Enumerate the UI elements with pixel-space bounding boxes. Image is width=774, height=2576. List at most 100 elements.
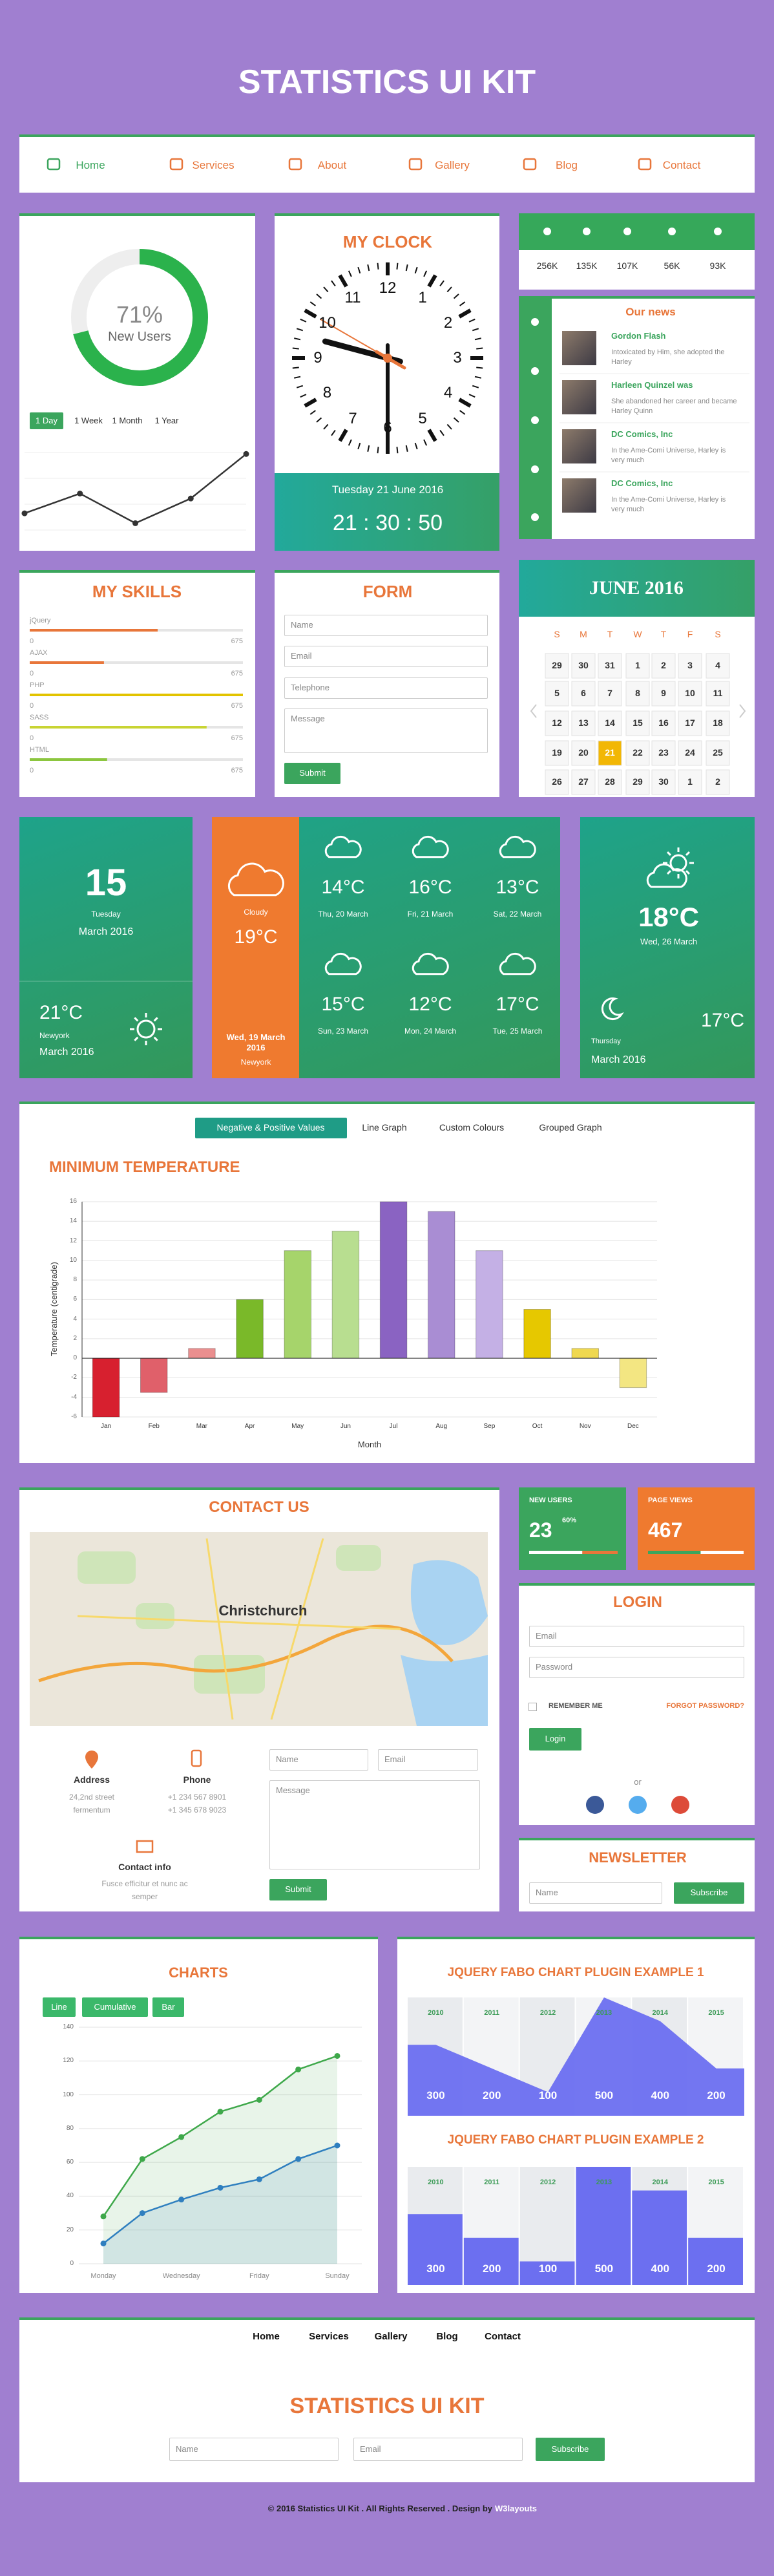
button[interactable] (284, 763, 340, 784)
day[interactable]: 12 (552, 718, 562, 729)
day[interactable]: 5 (554, 688, 560, 699)
day[interactable]: 14 (605, 718, 615, 729)
button[interactable] (529, 1728, 581, 1751)
tab-active[interactable] (30, 412, 63, 429)
tab[interactable]: Negative & Positive Values (216, 1122, 325, 1133)
nav-link[interactable]: Blog (555, 159, 578, 172)
input-field[interactable] (529, 1626, 744, 1647)
footer-link[interactable]: Blog (436, 2330, 458, 2342)
day[interactable]: 1 (687, 776, 693, 787)
input-field[interactable] (284, 708, 488, 753)
day[interactable]: 31 (605, 660, 615, 671)
input-field[interactable] (169, 2438, 339, 2461)
day[interactable]: 8 (635, 688, 640, 699)
nav-link[interactable]: Contact (662, 159, 701, 172)
footer-link[interactable]: Services (309, 2330, 349, 2342)
input-field[interactable] (529, 1882, 662, 1904)
footer-link[interactable]: Gallery (374, 2330, 408, 2342)
stat-percent: 60% (562, 1517, 577, 1525)
input-field[interactable] (284, 646, 488, 667)
button-label[interactable]: Subscribe (551, 2443, 589, 2454)
input-field[interactable] (284, 615, 488, 636)
day[interactable]: 11 (713, 688, 723, 699)
day[interactable]: 21 (605, 747, 615, 758)
nav-link[interactable]: Gallery (435, 159, 470, 172)
temperature: 21°C (39, 1002, 83, 1023)
button-label[interactable]: Cumulative (94, 2001, 136, 2012)
day[interactable]: 29 (633, 776, 643, 787)
input-field[interactable] (378, 1749, 478, 1771)
day[interactable]: 6 (581, 688, 586, 699)
day[interactable]: 9 (661, 688, 666, 699)
day[interactable]: 30 (658, 776, 669, 787)
day[interactable]: 30 (578, 660, 589, 671)
tab[interactable]: Custom Colours (439, 1122, 505, 1133)
tab[interactable]: 1 Year (154, 415, 179, 425)
day[interactable]: 26 (552, 776, 562, 787)
day[interactable]: 25 (713, 747, 723, 758)
day[interactable]: 27 (578, 776, 589, 787)
input-field[interactable] (529, 1657, 744, 1678)
day[interactable]: 24 (685, 747, 695, 758)
button[interactable] (82, 1997, 148, 2017)
day[interactable]: 10 (685, 688, 695, 699)
footer-link[interactable]: Contact (485, 2330, 521, 2342)
day[interactable]: 15 (633, 718, 643, 729)
button[interactable] (43, 1997, 76, 2017)
button[interactable] (536, 2438, 605, 2461)
social-login (629, 1796, 647, 1814)
tab[interactable]: Grouped Graph (539, 1122, 602, 1133)
input-field[interactable] (284, 677, 488, 699)
day[interactable]: 2 (715, 776, 720, 787)
bar (427, 1211, 455, 1359)
input-field[interactable] (269, 1780, 480, 1869)
button-label[interactable]: Submit (299, 768, 326, 778)
day[interactable]: 22 (633, 747, 643, 758)
day[interactable]: 23 (658, 747, 669, 758)
tab[interactable]: 1 Month (112, 415, 143, 425)
day[interactable]: 29 (552, 660, 562, 671)
button-label[interactable]: Bar (162, 2001, 175, 2012)
skill-min: 0 (30, 670, 34, 678)
button[interactable] (152, 1997, 184, 2017)
contact-heading: Contact info (118, 1862, 171, 1873)
day[interactable]: 17 (685, 718, 695, 729)
day[interactable]: 19 (552, 747, 562, 758)
button[interactable] (674, 1882, 744, 1904)
button-label[interactable]: Login (545, 1734, 566, 1744)
day[interactable]: 18 (713, 718, 723, 729)
button-label[interactable]: Line (51, 2001, 67, 2012)
weather-icon (499, 835, 536, 858)
credit-link[interactable]: W3layouts (495, 2503, 538, 2513)
footer-link[interactable]: Home (253, 2330, 280, 2342)
weather-icon (153, 1017, 158, 1022)
button[interactable] (269, 1879, 327, 1900)
day[interactable]: 4 (715, 660, 720, 671)
day[interactable]: 7 (607, 688, 612, 699)
day[interactable]: 16 (658, 718, 669, 729)
day[interactable]: 13 (578, 718, 589, 729)
date-number: 15 (85, 862, 127, 904)
tab[interactable]: 1 Day (36, 415, 58, 425)
input-field[interactable] (269, 1749, 368, 1771)
value-label: 200 (707, 2089, 726, 2102)
weather-icon (666, 851, 672, 857)
day[interactable]: 1 (635, 660, 640, 671)
day[interactable]: 3 (687, 660, 693, 671)
day[interactable]: 28 (605, 776, 615, 787)
forgot-link[interactable]: FORGOT PASSWORD? (666, 1702, 744, 1710)
button-label[interactable]: Subscribe (690, 1888, 728, 1898)
day[interactable]: 20 (578, 747, 589, 758)
checkbox[interactable] (528, 1703, 537, 1711)
input-field[interactable] (353, 2438, 523, 2461)
y-tick-label: 2 (73, 1334, 77, 1342)
tab-active[interactable] (195, 1118, 347, 1138)
day[interactable]: 2 (661, 660, 666, 671)
nav-link[interactable]: Services (192, 159, 235, 172)
button-label[interactable]: Submit (285, 1884, 311, 1895)
tab[interactable]: 1 Week (74, 415, 103, 425)
nav-link[interactable]: Home (76, 159, 105, 172)
clock-tick (300, 318, 307, 323)
nav-link[interactable]: About (317, 159, 347, 172)
tab[interactable]: Line Graph (362, 1122, 407, 1133)
